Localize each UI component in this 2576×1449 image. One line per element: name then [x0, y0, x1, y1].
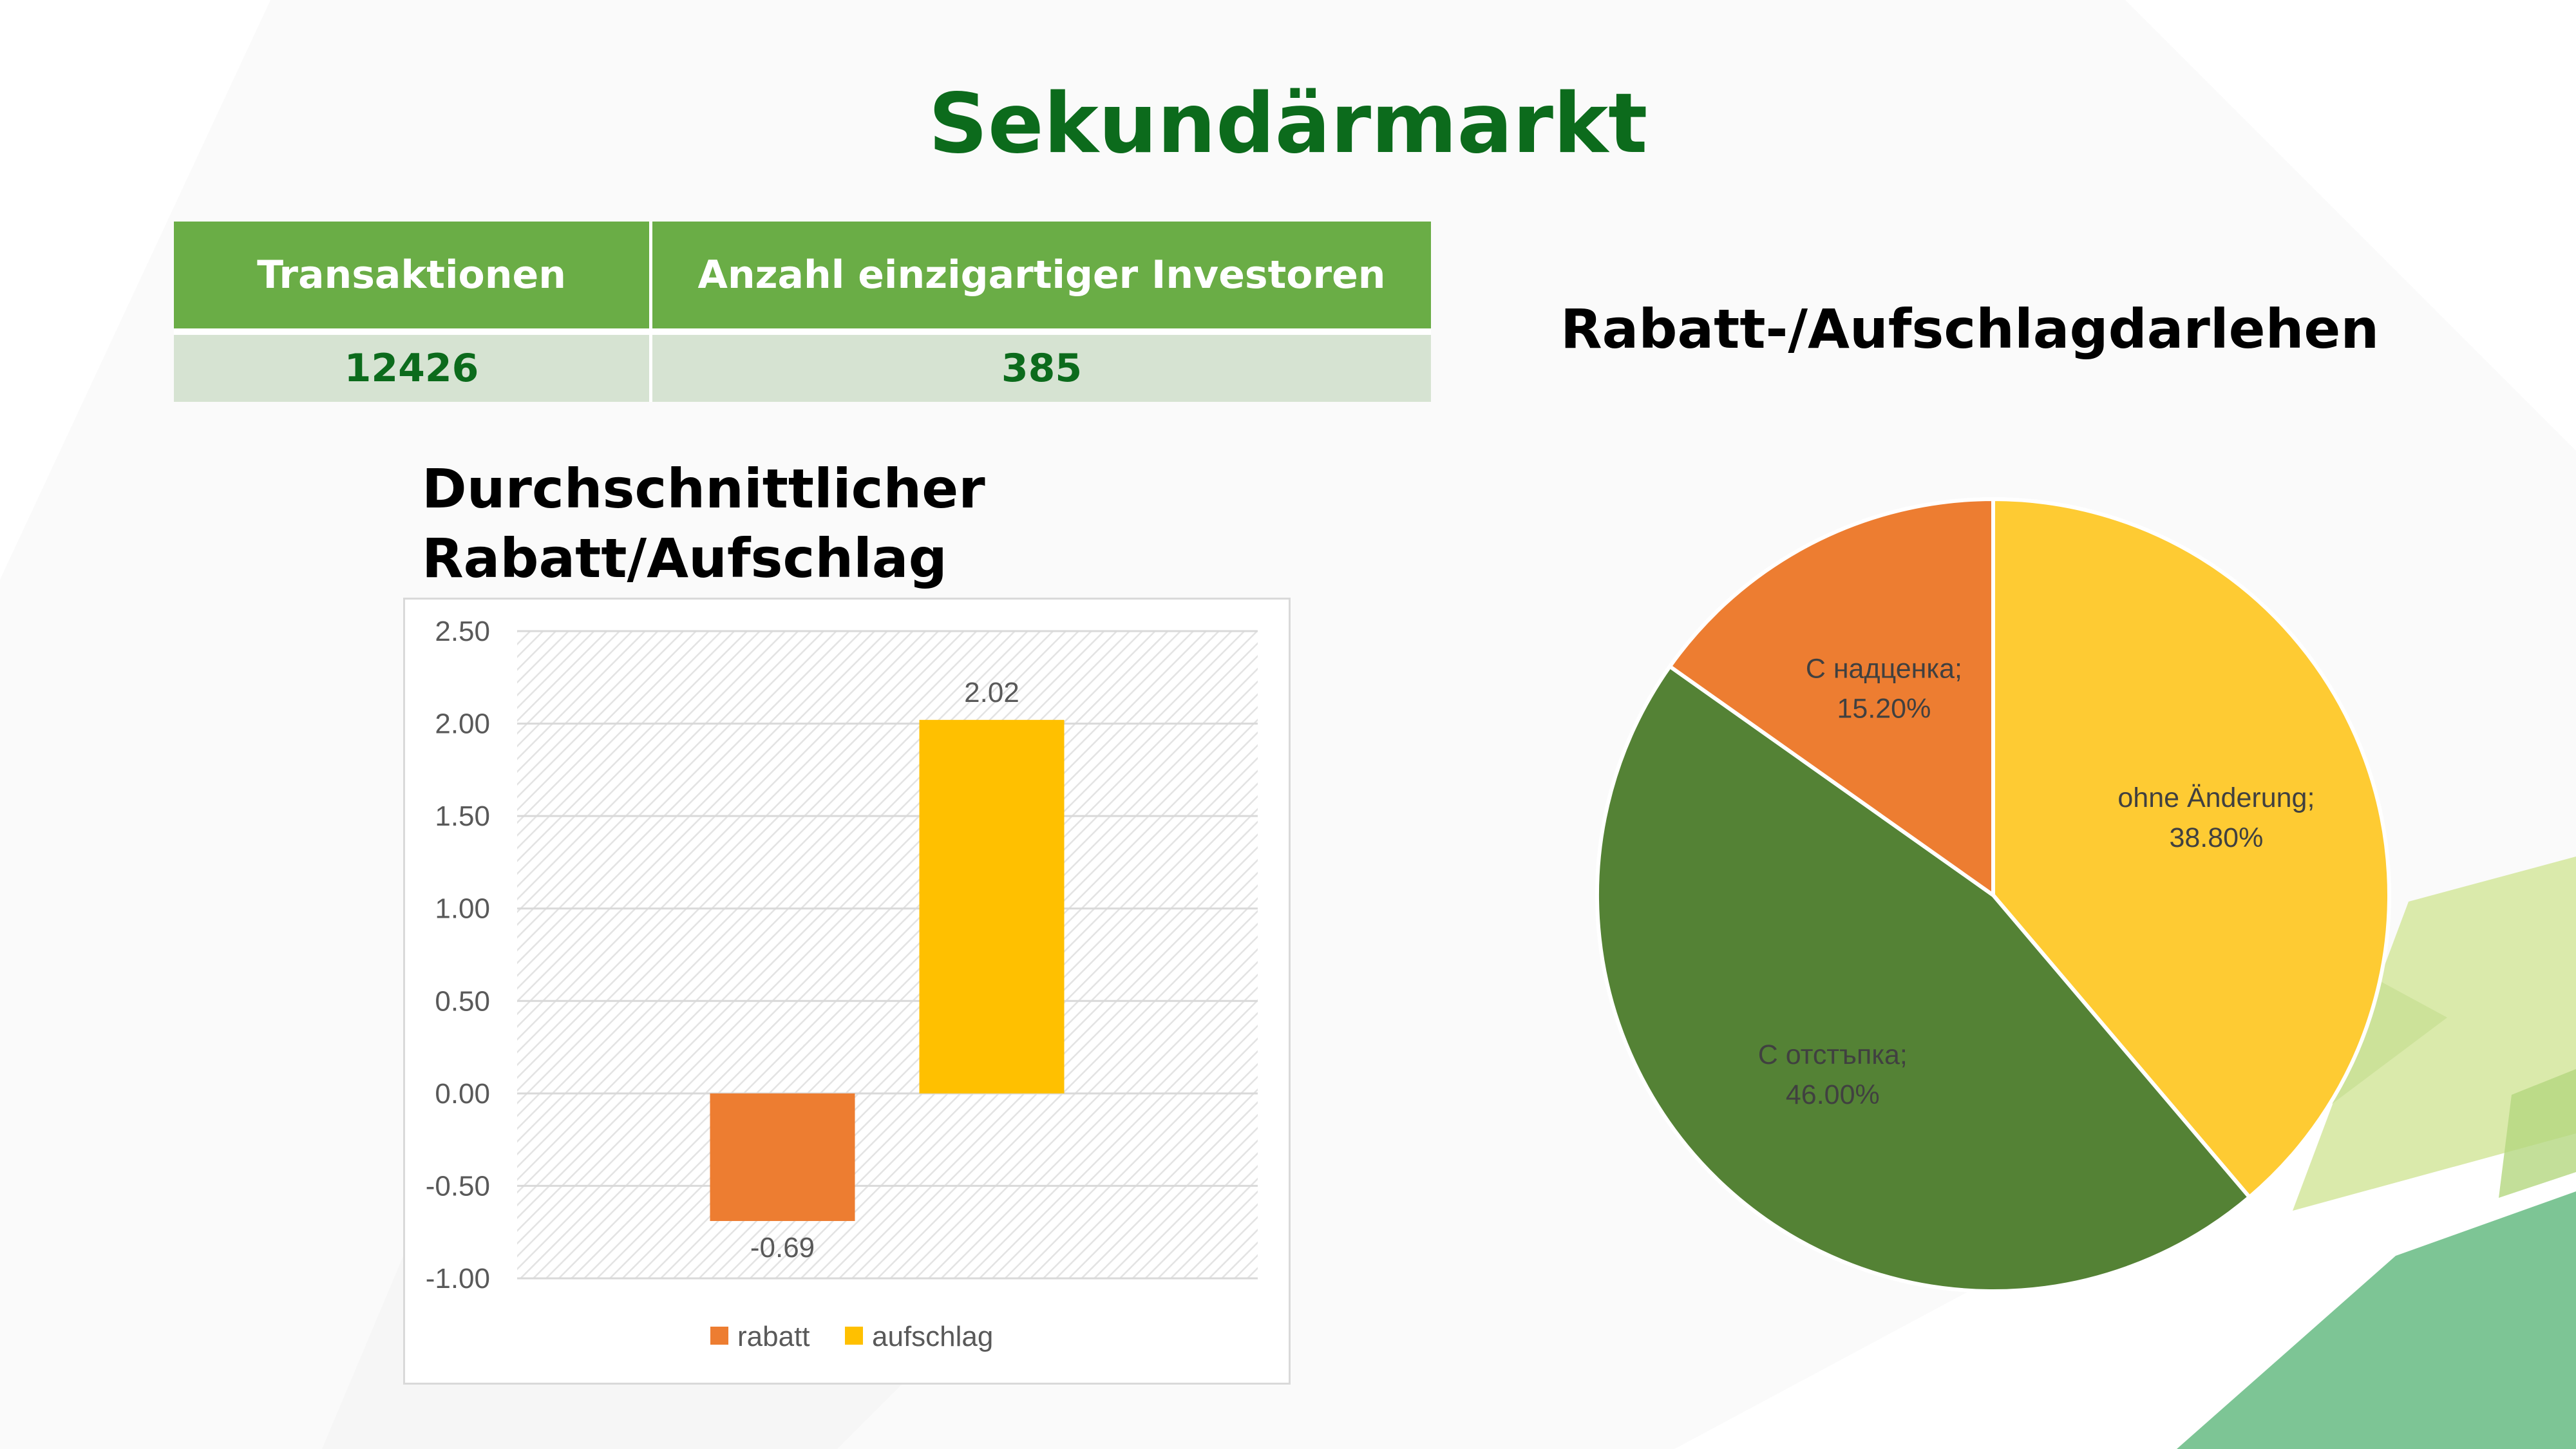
y-tick-label: 2.00: [435, 708, 490, 740]
stats-table: Transaktionen Anzahl einzigartiger Inves…: [174, 222, 1431, 402]
pie-label-name-2: С надценка;: [1806, 653, 1962, 684]
value-unique-investors: 385: [649, 328, 1431, 402]
decor-green-shape: [2177, 1191, 2576, 1449]
legend-swatch-aufschlag: [845, 1327, 863, 1345]
data-label-aufschlag: 2.02: [964, 677, 1019, 708]
bar-chart-title-line-1: Durchschnittlicher: [422, 457, 985, 520]
value-transactions: 12426: [174, 328, 649, 402]
pie-label-pct-0: 38.80%: [2169, 822, 2263, 853]
pie-slice-0: [1991, 497, 2391, 1200]
pie-label-name-1: С отстъпка;: [1758, 1039, 1908, 1070]
y-tick-label: -1.00: [426, 1263, 490, 1294]
pie-slice-2: [1667, 497, 1995, 899]
pie-label-pct-2: 15.20%: [1837, 693, 1931, 724]
y-tick-label: 0.50: [435, 985, 490, 1017]
legend-label-aufschlag: aufschlag: [872, 1321, 993, 1352]
bar-rabatt: [710, 1093, 855, 1221]
pie-chart: ohne Änderung; 38.80% С отстъпка; 46.00% С н…: [1595, 497, 2391, 1293]
y-tick-label: 1.50: [435, 800, 490, 832]
pie-chart-title: Rabatt-/Aufschlagdarlehen: [1560, 298, 2380, 361]
plot-area: [517, 631, 1258, 1278]
bar-aufschlag: [919, 719, 1065, 1094]
y-tick-label: -0.50: [426, 1170, 490, 1202]
bar-chart-title: Durchschnittlicher Rabatt/Aufschlag: [422, 454, 985, 593]
stats-header-row: Transaktionen Anzahl einzigartiger Inves…: [174, 222, 1431, 328]
y-tick-label: 2.50: [435, 616, 490, 647]
bar-chart-title-line-2: Rabatt/Aufschlag: [422, 527, 947, 590]
y-tick-label: 0.00: [435, 1078, 490, 1110]
header-unique-investors: Anzahl einzigartiger Investoren: [649, 222, 1431, 328]
legend-label-rabatt: rabatt: [737, 1321, 810, 1352]
header-transactions: Transaktionen: [174, 222, 649, 328]
data-label-rabatt: -0.69: [750, 1232, 815, 1264]
pie-label-name-0: ohne Änderung;: [2117, 782, 2315, 813]
pie-label-pct-1: 46.00%: [1786, 1079, 1880, 1110]
page-title: Sekundärmarkt: [928, 76, 1648, 172]
y-tick-label: 1.00: [435, 893, 490, 925]
stats-value-row: 12426 385: [174, 328, 1431, 402]
legend-swatch-rabatt: [710, 1327, 728, 1345]
pie-slice-1: [1595, 663, 2253, 1293]
bar-chart: 2.50 2.00 1.50 1.00 0.50 0.00 -0.50 -1.00 -0.69 2…: [426, 616, 1258, 1352]
decor-light-green-shape: [2293, 857, 2576, 1211]
